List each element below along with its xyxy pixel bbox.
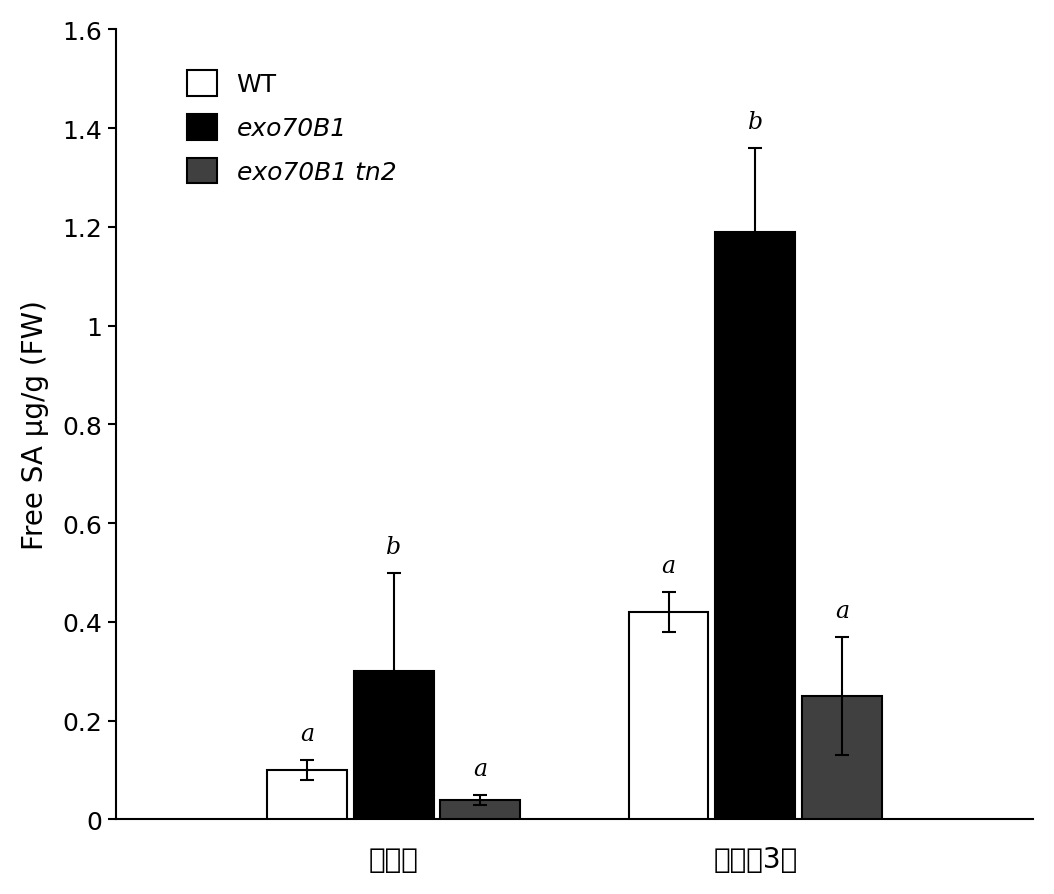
Bar xyxy=(354,671,433,820)
Bar xyxy=(802,696,882,820)
Text: a: a xyxy=(299,722,314,746)
Legend: WT, exo70B1, exo70B1 tn2: WT, exo70B1, exo70B1 tn2 xyxy=(174,59,409,198)
Text: b: b xyxy=(386,536,402,558)
Text: a: a xyxy=(473,757,488,780)
Y-axis label: Free SA μg/g (FW): Free SA μg/g (FW) xyxy=(21,300,48,550)
Bar xyxy=(628,612,708,820)
Bar xyxy=(716,232,796,820)
Text: b: b xyxy=(747,111,763,134)
Bar xyxy=(441,800,521,820)
Bar xyxy=(267,771,347,820)
Text: a: a xyxy=(662,555,676,578)
Text: a: a xyxy=(835,599,850,622)
